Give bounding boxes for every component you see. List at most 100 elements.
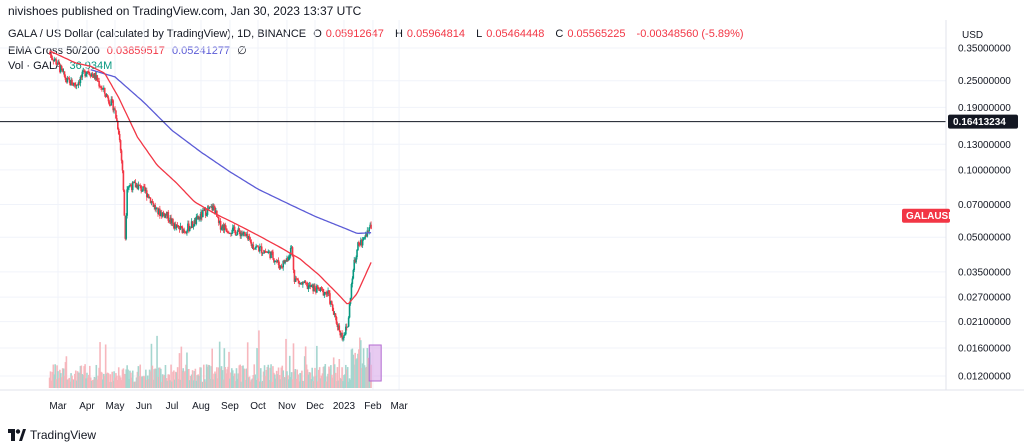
candle-body [361,239,364,246]
candle-body [279,265,282,269]
volume-bar [308,372,311,388]
candle-body [202,210,204,218]
volume-bar [309,372,312,388]
candle-body [218,220,221,223]
candle-body [318,289,321,291]
x-tick-label: Nov [278,401,296,412]
volume-bar [268,379,270,388]
candle-body [235,234,238,236]
volume-bar [244,368,246,388]
candle-body [89,74,92,77]
candle-body [99,86,101,88]
candle-body [217,217,220,223]
volume-bar [220,366,223,388]
candle-body [275,261,278,262]
volume-bar [312,381,314,388]
volume-bar [131,377,133,388]
candle-body [287,258,289,261]
volume-bar [302,380,305,388]
candle-body [64,76,67,80]
volume-bar [150,343,153,388]
y-tick-label: 0.13000000 [958,140,1011,151]
volume-bar [299,373,301,388]
candle-body [306,283,309,289]
symbol-name[interactable]: GALA / US Dollar (calculated by TradingV… [8,28,307,40]
volume-bar [364,367,367,388]
candle-body [219,220,222,230]
volume-bar [69,381,71,388]
volume-bar [359,337,361,388]
candle-body [271,251,273,253]
candle-body [83,70,85,72]
candle-body [78,82,81,84]
candle-body [174,224,176,229]
candle-body [206,208,209,215]
candle-body [192,226,195,228]
y-tick-label: 0.01200000 [958,372,1011,383]
candle-body [122,170,125,191]
candle-body [363,237,366,239]
x-tick-label: Jul [166,401,179,412]
volume-bar [298,381,300,388]
ohlc-low: L 0.05464448 [476,28,545,40]
candle-body [256,245,258,247]
volume-bar [121,369,124,388]
volume-bar [339,377,342,388]
candle-body [212,205,214,211]
volume-bar [107,373,110,388]
volume-bar [288,379,290,388]
candle-body [359,244,361,246]
candle-body [312,284,314,292]
price-chart[interactable]: 0.35000000 0.25000000 0.19000000 0.13000000… [0,20,1024,420]
volume-bar [211,348,213,388]
volume-bar [345,364,347,388]
candle-body [234,230,237,236]
volume-bar [57,371,59,388]
volume-bar [151,365,154,388]
candle-body [323,293,326,296]
volume-bar [257,378,259,388]
volume-bar [223,348,226,388]
volume-bar [305,364,308,388]
volume-bar [218,341,221,388]
y-tick-label: 0.19000000 [958,103,1011,114]
volume-bar [351,348,354,388]
candle-body [200,212,202,219]
candle-body [328,290,330,294]
y-tick-label: 0.02700000 [958,293,1011,304]
highlight-box[interactable] [368,344,382,382]
volume-label[interactable]: Vol · GALA [8,60,63,72]
candle-body [203,208,206,211]
volume-bar [52,364,55,388]
volume-bar [54,364,56,388]
volume-bar [359,340,362,388]
volume-bar [129,370,131,388]
volume-bar [67,379,70,388]
candle-body [292,256,295,270]
horizontal-line-tag: 0.16413234 [948,114,1018,129]
candle-body [140,185,142,192]
volume-bar [59,369,61,388]
volume-bar [360,367,363,388]
candle-body [316,285,318,293]
volume-bar [91,380,94,388]
volume-bar [206,366,209,388]
volume-bar [198,375,200,388]
candle-body [176,225,179,227]
volume-bar [196,375,199,388]
candle-body [314,285,316,291]
candle-body [169,217,171,222]
candle-body [210,206,213,208]
candle-body [358,242,360,245]
candle-body [118,133,121,141]
volume-bar [279,379,282,388]
candle-body [228,232,230,234]
volume-bar [148,369,151,388]
volume-bar [363,365,366,388]
candle-body [247,236,250,239]
svg-text:0.16413234: 0.16413234 [953,117,1006,128]
volume-bar [189,376,192,388]
volume-bar [184,370,186,388]
volume-bar [147,378,150,388]
x-tick-label: Aug [192,401,210,412]
